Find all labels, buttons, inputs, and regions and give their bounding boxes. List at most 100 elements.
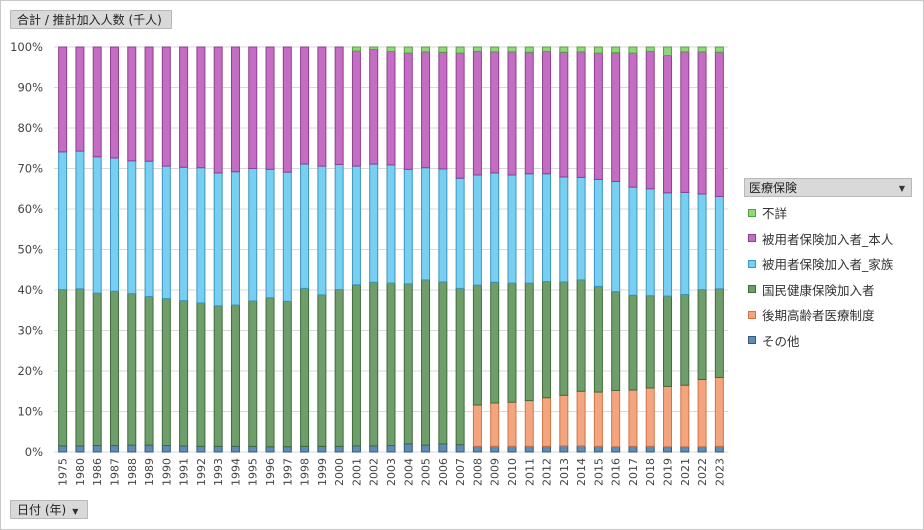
bar-segment[interactable] <box>576 390 586 447</box>
bar-stack[interactable] <box>58 46 68 453</box>
legend-item[interactable]: 不詳 <box>748 200 918 226</box>
bar-segment[interactable] <box>663 446 673 453</box>
bar-segment[interactable] <box>542 173 552 282</box>
bar-segment[interactable] <box>351 165 361 286</box>
bar-segment[interactable] <box>472 445 482 453</box>
bar-segment[interactable] <box>265 46 275 170</box>
bar-segment[interactable] <box>490 402 500 447</box>
bar-segment[interactable] <box>161 165 171 300</box>
bar-segment[interactable] <box>680 384 690 448</box>
bar-segment[interactable] <box>490 281 500 404</box>
bar-stack[interactable] <box>645 46 655 453</box>
bar-segment[interactable] <box>524 445 534 453</box>
bar-segment[interactable] <box>75 288 85 447</box>
bar-segment[interactable] <box>144 295 154 446</box>
bar-segment[interactable] <box>403 168 413 285</box>
bar-segment[interactable] <box>576 279 586 392</box>
bar-segment[interactable] <box>680 51 690 193</box>
bar-segment[interactable] <box>628 52 638 188</box>
bar-segment[interactable] <box>593 285 603 393</box>
bar-stack[interactable] <box>317 46 327 453</box>
bar-stack[interactable] <box>127 46 137 453</box>
bar-segment[interactable] <box>455 177 465 289</box>
bar-segment[interactable] <box>714 445 724 453</box>
bar-stack[interactable] <box>559 46 569 453</box>
bar-stack[interactable] <box>507 46 517 453</box>
bar-segment[interactable] <box>455 52 465 179</box>
bar-segment[interactable] <box>680 446 690 453</box>
bar-segment[interactable] <box>179 300 189 447</box>
bar-segment[interactable] <box>628 294 638 391</box>
bar-segment[interactable] <box>403 283 413 445</box>
bar-stack[interactable] <box>524 46 534 453</box>
bar-segment[interactable] <box>127 160 137 295</box>
bar-segment[interactable] <box>282 171 292 302</box>
bar-stack[interactable] <box>161 46 171 453</box>
bar-segment[interactable] <box>628 389 638 447</box>
bar-segment[interactable] <box>265 168 275 299</box>
bar-segment[interactable] <box>472 284 482 406</box>
bar-segment[interactable] <box>213 46 223 174</box>
bar-segment[interactable] <box>248 168 258 302</box>
bar-segment[interactable] <box>455 46 465 54</box>
bar-segment[interactable] <box>230 171 240 306</box>
bar-segment[interactable] <box>161 445 171 453</box>
bar-segment[interactable] <box>663 192 673 297</box>
bar-segment[interactable] <box>92 46 102 158</box>
bar-segment[interactable] <box>628 186 638 296</box>
bar-stack[interactable] <box>265 46 275 453</box>
bar-segment[interactable] <box>127 46 137 162</box>
bar-segment[interactable] <box>507 401 517 447</box>
bar-stack[interactable] <box>403 46 413 453</box>
bar-segment[interactable] <box>714 376 724 447</box>
bar-segment[interactable] <box>317 46 327 167</box>
bar-segment[interactable] <box>265 446 275 453</box>
bar-segment[interactable] <box>92 445 102 453</box>
bar-segment[interactable] <box>472 50 482 176</box>
bar-segment[interactable] <box>714 195 724 290</box>
bar-stack[interactable] <box>593 46 603 453</box>
bar-segment[interactable] <box>109 157 119 292</box>
bar-segment[interactable] <box>593 445 603 453</box>
bar-segment[interactable] <box>576 51 586 178</box>
bar-segment[interactable] <box>179 445 189 453</box>
bar-segment[interactable] <box>611 52 621 182</box>
legend-filter-button[interactable]: 医療保険 ▼ <box>744 178 912 197</box>
bar-segment[interactable] <box>196 46 206 169</box>
bar-segment[interactable] <box>317 165 327 296</box>
bar-segment[interactable] <box>317 294 327 447</box>
bar-stack[interactable] <box>230 46 240 453</box>
bar-stack[interactable] <box>369 46 379 453</box>
bar-segment[interactable] <box>334 289 344 447</box>
bar-segment[interactable] <box>507 282 517 403</box>
bar-segment[interactable] <box>369 48 379 165</box>
bar-segment[interactable] <box>369 445 379 453</box>
bar-segment[interactable] <box>645 50 655 190</box>
bar-segment[interactable] <box>58 289 68 447</box>
bar-segment[interactable] <box>179 46 189 168</box>
bar-segment[interactable] <box>403 46 413 54</box>
bar-segment[interactable] <box>714 51 724 197</box>
bar-stack[interactable] <box>542 46 552 453</box>
bar-segment[interactable] <box>300 46 310 165</box>
bar-segment[interactable] <box>645 295 655 389</box>
bar-segment[interactable] <box>559 46 569 53</box>
bar-segment[interactable] <box>248 46 258 169</box>
bar-segment[interactable] <box>611 446 621 453</box>
bar-segment[interactable] <box>351 46 361 52</box>
bar-segment[interactable] <box>507 174 517 284</box>
bar-segment[interactable] <box>75 150 85 290</box>
bar-segment[interactable] <box>714 288 724 378</box>
bar-segment[interactable] <box>524 51 534 175</box>
bar-segment[interactable] <box>421 46 431 53</box>
bar-segment[interactable] <box>317 445 327 453</box>
bar-segment[interactable] <box>421 279 431 446</box>
bar-stack[interactable] <box>576 46 586 453</box>
bar-segment[interactable] <box>386 50 396 166</box>
bar-segment[interactable] <box>663 295 673 387</box>
bar-stack[interactable] <box>282 46 292 453</box>
bar-segment[interactable] <box>559 51 569 178</box>
bar-segment[interactable] <box>542 397 552 447</box>
bar-segment[interactable] <box>524 173 534 284</box>
bar-segment[interactable] <box>127 444 137 453</box>
